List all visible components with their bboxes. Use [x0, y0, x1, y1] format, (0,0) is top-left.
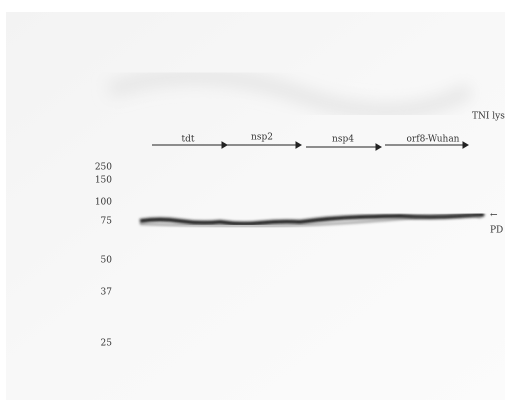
lane-label: tdt	[182, 135, 195, 145]
marker-label: 100	[95, 198, 112, 208]
marker-label: 37	[101, 288, 113, 298]
marker-label: 75	[101, 217, 113, 227]
marker-label: 250	[95, 163, 112, 173]
band-arrow: ←	[490, 211, 498, 221]
membrane	[6, 12, 505, 400]
marker-label: 150	[95, 176, 112, 186]
page: TNI lys tdt nsp2 nsp4 orf8-Wuhan 250 150…	[0, 0, 505, 402]
marker-label: 25	[101, 339, 113, 349]
lane-label: nsp2	[251, 133, 273, 143]
marker-label: 50	[101, 256, 113, 266]
blot-image: TNI lys tdt nsp2 nsp4 orf8-Wuhan 250 150…	[0, 0, 505, 402]
lane-label: nsp4	[332, 135, 354, 145]
lane-label: orf8-Wuhan	[407, 135, 460, 145]
header-label: TNI lys	[472, 112, 505, 122]
band-label: PD	[490, 226, 503, 236]
